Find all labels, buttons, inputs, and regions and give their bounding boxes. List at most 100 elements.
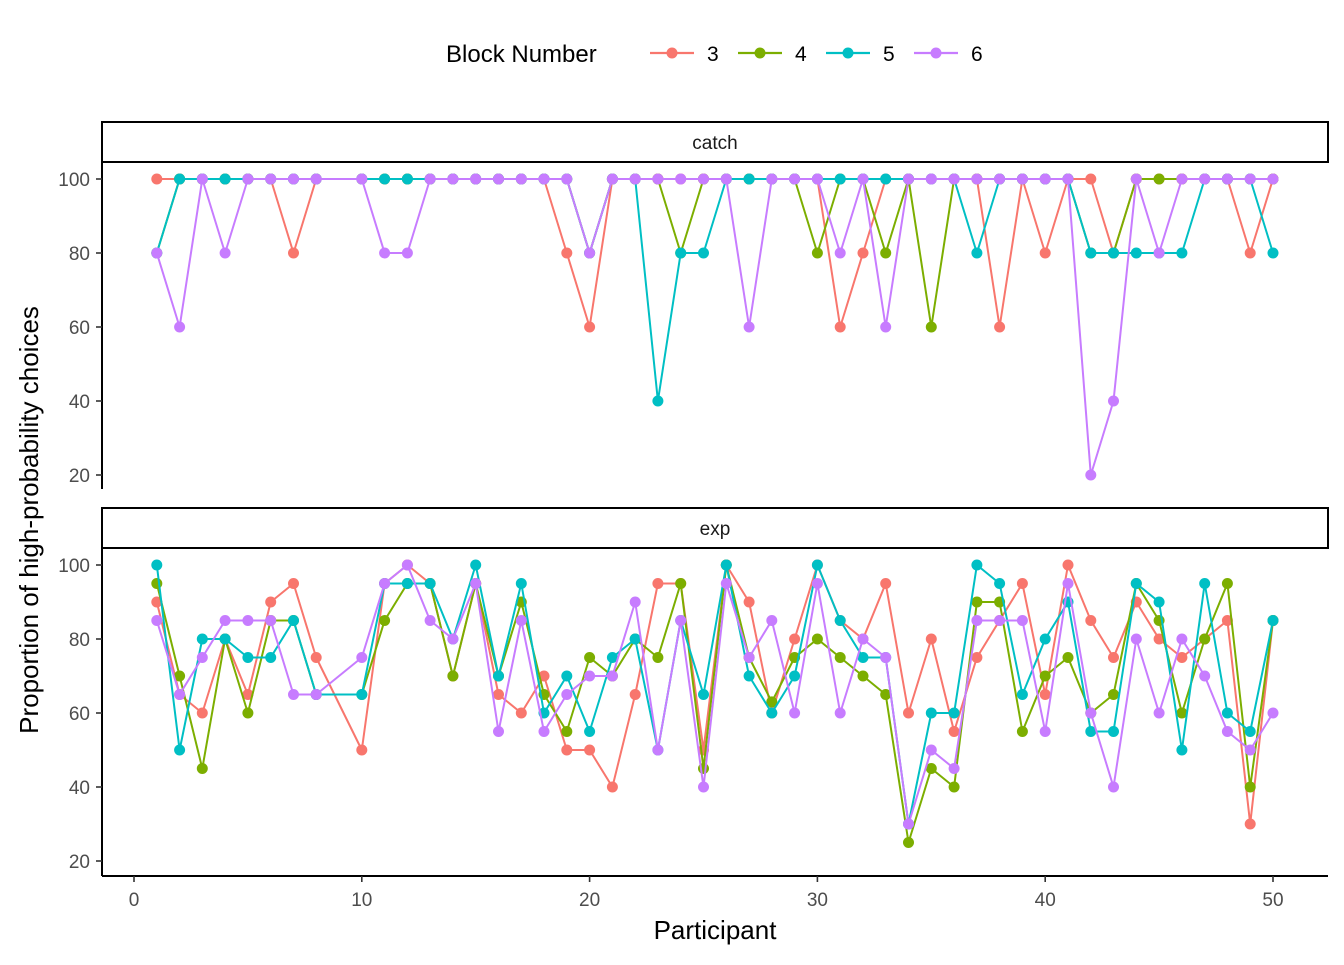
point-exp-6-49 — [1244, 744, 1256, 756]
point-catch-5-42 — [1085, 247, 1097, 259]
point-exp-4-32 — [857, 670, 869, 682]
point-exp-3-1 — [151, 596, 163, 608]
point-exp-6-4 — [219, 615, 231, 626]
point-catch-6-32 — [857, 173, 869, 185]
point-exp-3-33 — [880, 578, 892, 589]
point-exp-4-5 — [242, 707, 254, 719]
point-exp-3-16 — [493, 689, 504, 700]
point-exp-6-1 — [151, 615, 163, 626]
point-exp-3-43 — [1108, 652, 1119, 663]
point-exp-3-41 — [1062, 559, 1074, 571]
point-catch-6-5 — [242, 173, 254, 185]
point-exp-6-33 — [880, 652, 892, 663]
point-exp-6-29 — [789, 707, 801, 719]
point-exp-4-43 — [1108, 689, 1119, 700]
point-catch-6-35 — [925, 173, 937, 185]
point-exp-4-37 — [971, 596, 983, 608]
point-exp-3-46 — [1176, 652, 1188, 663]
point-catch-5-12 — [401, 173, 413, 185]
legend-key-point-4 — [754, 47, 766, 59]
y-axis-title: Proportion of high-probability choices — [14, 306, 44, 734]
point-exp-6-28 — [766, 615, 778, 626]
point-exp-5-43 — [1108, 726, 1119, 737]
point-exp-5-4 — [219, 633, 231, 645]
point-catch-6-25 — [698, 173, 709, 185]
point-catch-6-2 — [174, 321, 186, 333]
point-catch-6-44 — [1130, 173, 1142, 185]
point-catch-6-41 — [1062, 173, 1074, 185]
point-exp-3-10 — [356, 744, 368, 756]
x-tick-label-0: 0 — [129, 890, 140, 911]
series-line-exp-4 — [155, 564, 1274, 844]
point-catch-6-47 — [1199, 173, 1211, 185]
panels: catch 20 40 60 80 100 exp 20 40 60 80 100 0 10 20 30 40 5… — [58, 121, 1329, 911]
point-catch-6-10 — [356, 173, 368, 185]
y-tick-label-exp-40: 40 — [69, 778, 90, 799]
point-exp-4-14 — [447, 670, 459, 682]
point-exp-6-22 — [629, 596, 641, 608]
point-catch-5-23 — [652, 395, 664, 407]
point-catch-6-1 — [151, 247, 163, 259]
point-catch-6-11 — [379, 247, 391, 259]
point-exp-5-20 — [584, 726, 596, 737]
point-catch-4-30 — [811, 247, 823, 259]
point-catch-5-37 — [971, 247, 983, 259]
point-exp-4-3 — [196, 763, 208, 774]
point-exp-6-2 — [174, 689, 186, 700]
point-exp-5-30 — [811, 559, 823, 571]
point-exp-6-32 — [857, 633, 869, 645]
point-exp-3-17 — [515, 707, 527, 719]
point-exp-5-39 — [1016, 689, 1028, 700]
point-exp-5-13 — [424, 578, 436, 589]
point-exp-3-27 — [743, 596, 755, 608]
point-exp-3-23 — [652, 578, 664, 589]
y-tick-label-catch-20: 20 — [69, 466, 90, 487]
point-catch-5-2 — [174, 173, 186, 185]
point-catch-6-45 — [1153, 247, 1165, 259]
point-catch-5-50 — [1267, 247, 1279, 259]
point-exp-4-35 — [925, 763, 937, 774]
point-catch-6-6 — [265, 173, 277, 185]
point-exp-5-35 — [925, 707, 937, 719]
point-exp-6-10 — [356, 652, 368, 663]
point-catch-6-29 — [789, 173, 801, 185]
point-catch-5-43 — [1108, 247, 1119, 259]
point-exp-6-21 — [606, 670, 618, 682]
point-exp-6-13 — [424, 615, 436, 626]
point-exp-5-49 — [1244, 726, 1256, 737]
point-exp-4-49 — [1244, 781, 1256, 793]
point-catch-6-14 — [447, 173, 459, 185]
point-exp-6-44 — [1130, 633, 1142, 645]
point-exp-6-18 — [538, 726, 550, 737]
point-exp-3-35 — [925, 633, 937, 645]
series-line-catch-6 — [155, 178, 1273, 476]
point-exp-3-18 — [538, 670, 550, 682]
x-axis-title: Participant — [654, 915, 778, 945]
point-catch-5-44 — [1130, 247, 1142, 259]
point-exp-4-33 — [880, 689, 892, 700]
point-catch-6-15 — [470, 173, 482, 185]
point-catch-6-3 — [196, 173, 208, 185]
point-catch-6-49 — [1244, 173, 1256, 185]
legend-key-point-3 — [666, 47, 678, 59]
point-exp-4-47 — [1199, 633, 1211, 645]
point-exp-6-15 — [470, 578, 482, 589]
point-exp-6-14 — [447, 633, 459, 645]
point-exp-6-30 — [811, 578, 823, 589]
point-exp-6-48 — [1221, 726, 1233, 737]
point-exp-3-45 — [1153, 633, 1165, 645]
point-exp-6-16 — [493, 726, 504, 737]
point-exp-5-37 — [971, 559, 983, 571]
point-catch-6-13 — [424, 173, 436, 185]
point-exp-6-47 — [1199, 670, 1211, 682]
point-exp-6-31 — [834, 707, 846, 719]
point-exp-5-26 — [720, 559, 732, 571]
point-catch-5-4 — [219, 173, 231, 185]
point-exp-5-15 — [470, 559, 482, 571]
point-exp-5-5 — [242, 652, 254, 663]
point-exp-5-10 — [356, 689, 368, 700]
legend-label-5: 5 — [883, 43, 895, 66]
point-catch-6-20 — [584, 247, 596, 259]
x-tick-label-40: 40 — [1035, 890, 1056, 911]
